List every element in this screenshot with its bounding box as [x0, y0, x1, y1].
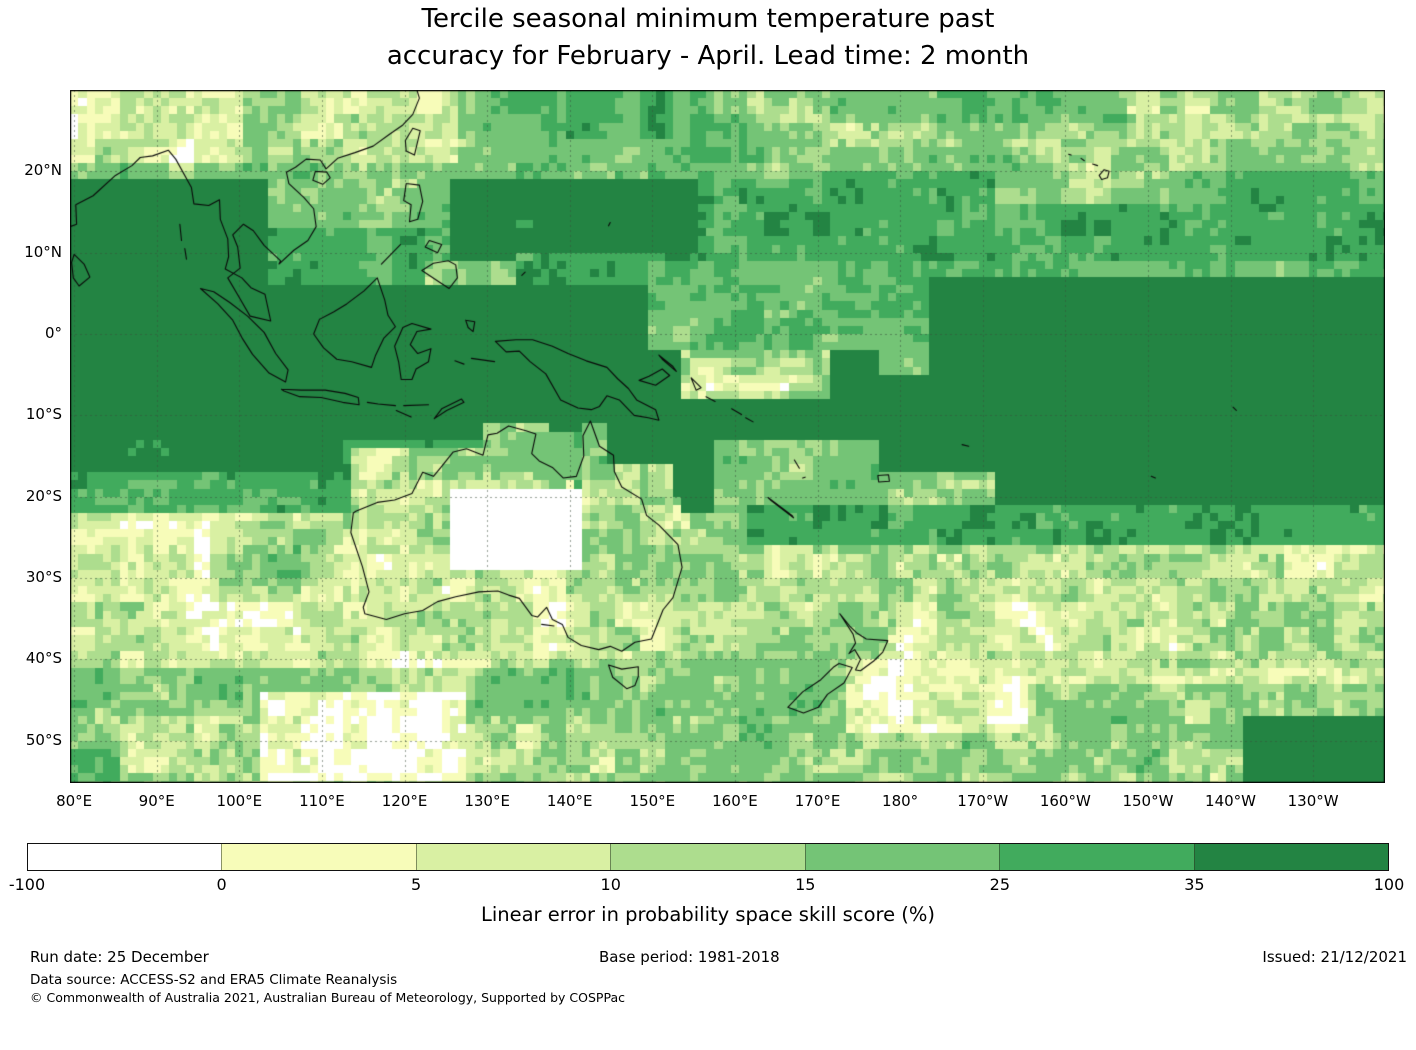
y-axis-tick-label: 20°N [24, 161, 62, 180]
x-axis-tick-label: 150°E [629, 792, 676, 810]
colorbar-segment [610, 844, 805, 870]
x-axis-tick-label: 170°E [794, 792, 841, 810]
x-axis-tick-label: 160°E [712, 792, 758, 810]
chart-title: Tercile seasonal minimum temperature pas… [0, 1, 1416, 75]
x-axis-tick-label: 170°W [957, 792, 1009, 810]
x-axis-tick-label: 140°W [1205, 792, 1257, 810]
x-axis-tick-label: 90°E [138, 792, 175, 810]
y-axis-tick-label: 50°S [25, 730, 62, 749]
y-axis-tick-label: 10°N [24, 242, 62, 261]
issued-date-text: Issued: 21/12/2021 [1262, 948, 1407, 966]
colorbar-tick-label: 10 [600, 875, 621, 894]
colorbar-tick-label: 0 [216, 875, 227, 894]
run-date-text: Run date: 25 December [30, 948, 209, 966]
y-axis-tick-label: 40°S [25, 649, 62, 668]
base-period-text: Base period: 1981-2018 [599, 948, 780, 966]
copyright-text: © Commonwealth of Australia 2021, Austra… [30, 990, 625, 1005]
colorbar-tick-label: -100 [8, 875, 46, 894]
x-axis-tick-label: 130°W [1287, 792, 1339, 810]
x-axis-tick-label: 140°E [546, 792, 593, 810]
colorbar-segment [415, 844, 611, 870]
x-axis-tick-label: 150°W [1122, 792, 1174, 810]
colorbar-segment [804, 844, 1000, 870]
colorbar-tick-label: 35 [1184, 875, 1205, 894]
x-axis-tick-label: 130°E [464, 792, 510, 810]
chart-title-line-2: accuracy for February - April. Lead time… [386, 41, 1030, 71]
colorbar-segment [1193, 844, 1388, 870]
colorbar-tick-label: 25 [989, 875, 1011, 894]
x-axis-tick-label: 110°E [299, 792, 345, 810]
colorbar-label: Linear error in probability space skill … [480, 903, 936, 926]
x-axis-tick-label: 160°W [1039, 792, 1091, 810]
x-axis-tick-label: 80°E [56, 792, 93, 810]
y-axis-tick-label: 20°S [25, 486, 62, 505]
data-source-text: Data source: ACCESS-S2 and ERA5 Climate … [30, 972, 398, 988]
y-axis-tick-label: 30°S [25, 568, 62, 587]
x-axis-tick-label: 180° [882, 792, 919, 810]
x-axis-tick-label: 100°E [216, 792, 263, 810]
y-axis-tick-label: 10°S [25, 405, 62, 424]
colorbar-tick-label: 15 [795, 875, 816, 894]
chart-title-line-1: Tercile seasonal minimum temperature pas… [421, 4, 995, 34]
colorbar-segment [28, 844, 222, 870]
colorbar-tick-label: 100 [1373, 875, 1405, 894]
colorbar-segment [221, 844, 416, 870]
colorbar-tick-label: 5 [411, 875, 422, 894]
map-canvas [70, 90, 1385, 783]
colorbar [27, 843, 1389, 871]
y-axis-tick-label: 0° [44, 324, 62, 342]
x-axis-tick-label: 120°E [381, 792, 428, 810]
colorbar-segment [999, 844, 1194, 870]
